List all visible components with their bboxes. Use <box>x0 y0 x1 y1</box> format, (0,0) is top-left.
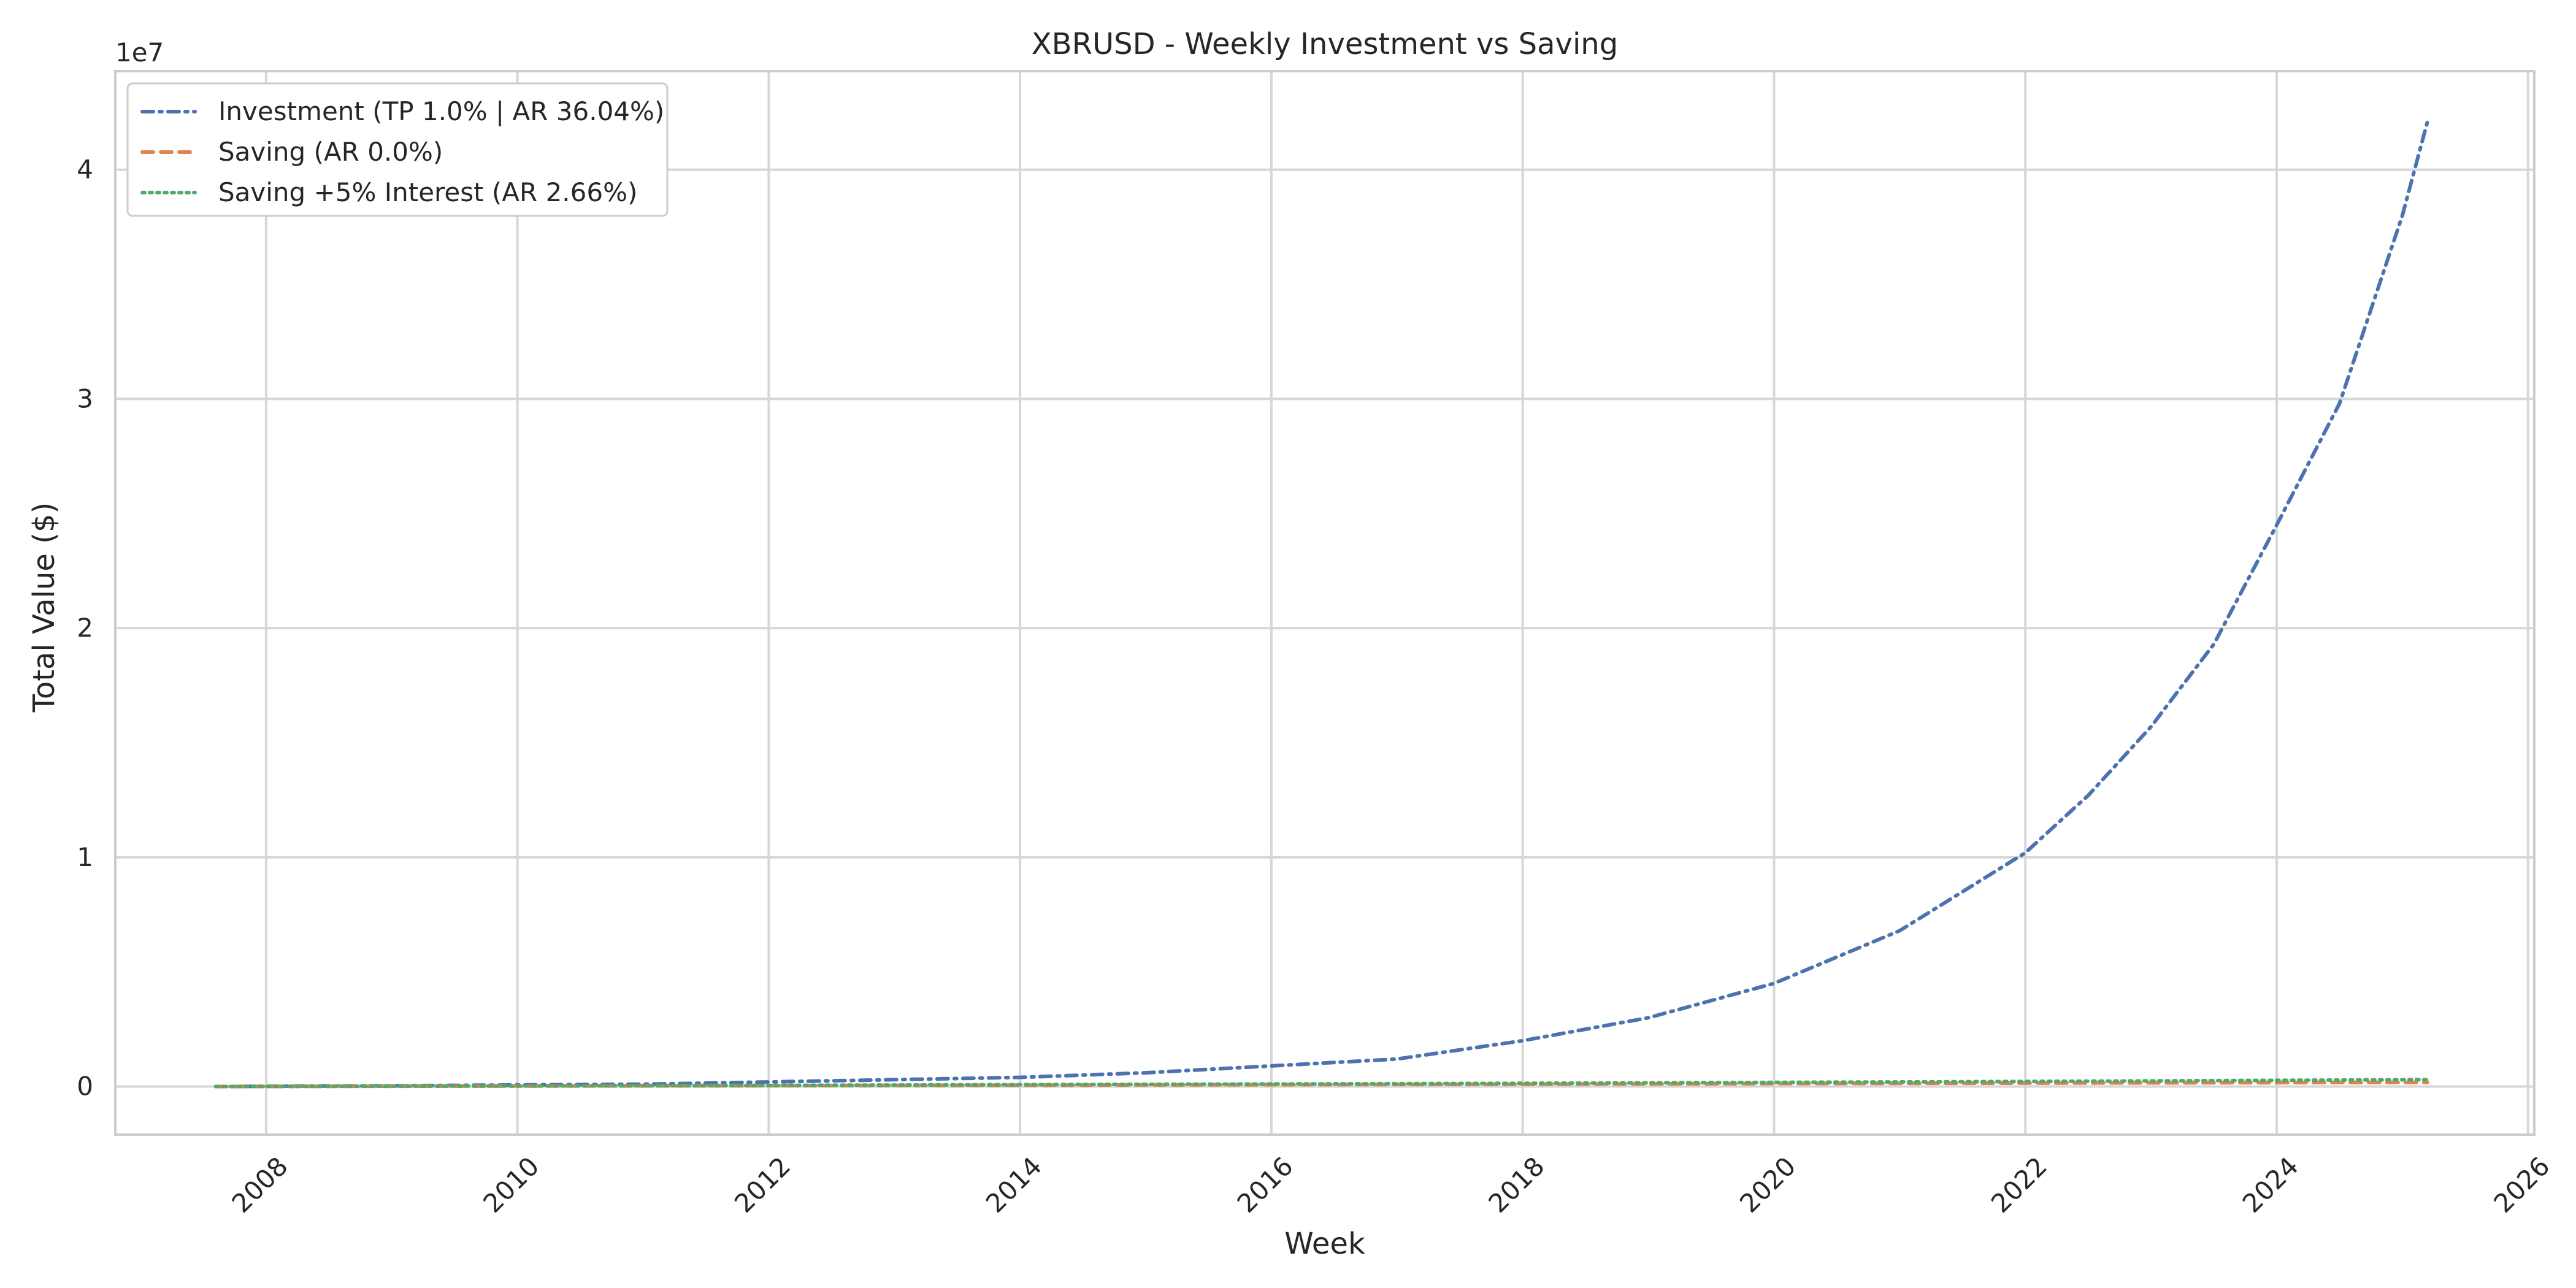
chart-title: XBRUSD - Weekly Investment vs Saving <box>1032 27 1618 61</box>
legend-label-1: Investment (TP 1.0% | AR 36.04%) <box>218 96 664 126</box>
legend-label-3: Saving +5% Interest (AR 2.66%) <box>218 177 637 207</box>
grid-layer <box>115 71 2534 1135</box>
x-axis-label: Week <box>1284 1227 1365 1261</box>
y-offset-label: 1e7 <box>115 37 164 67</box>
y-tick-label-4: 4 <box>77 155 93 185</box>
y-tick-label-1: 1 <box>77 842 93 872</box>
y-tick-label-3: 3 <box>77 383 93 413</box>
series-layer <box>213 120 2429 1089</box>
plot-frame <box>114 70 2536 1136</box>
legend-label-2: Saving (AR 0.0%) <box>218 137 443 167</box>
y-tick-label-0: 0 <box>77 1071 93 1102</box>
legend-box <box>126 82 669 217</box>
series-line-3 <box>213 1078 2429 1089</box>
y-axis-label: Total Value ($) <box>27 502 61 713</box>
legend: Investment (TP 1.0% | AR 36.04%) Saving (… <box>126 82 669 217</box>
y-tick-label-2: 2 <box>77 613 93 643</box>
